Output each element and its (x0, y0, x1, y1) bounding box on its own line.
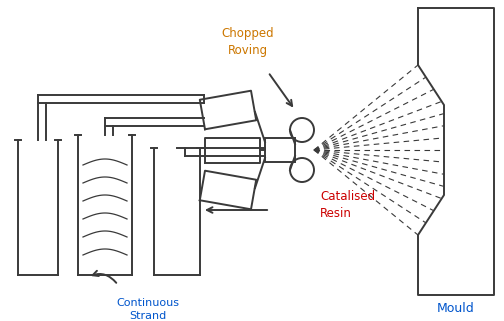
Text: Catalised
Resin: Catalised Resin (320, 190, 375, 220)
Text: Chopped
Roving: Chopped Roving (222, 27, 274, 57)
Text: Mould: Mould (437, 301, 475, 315)
Bar (265, 138, 295, 162)
Text: Continuous
Strand
Roving: Continuous Strand Roving (116, 298, 179, 321)
